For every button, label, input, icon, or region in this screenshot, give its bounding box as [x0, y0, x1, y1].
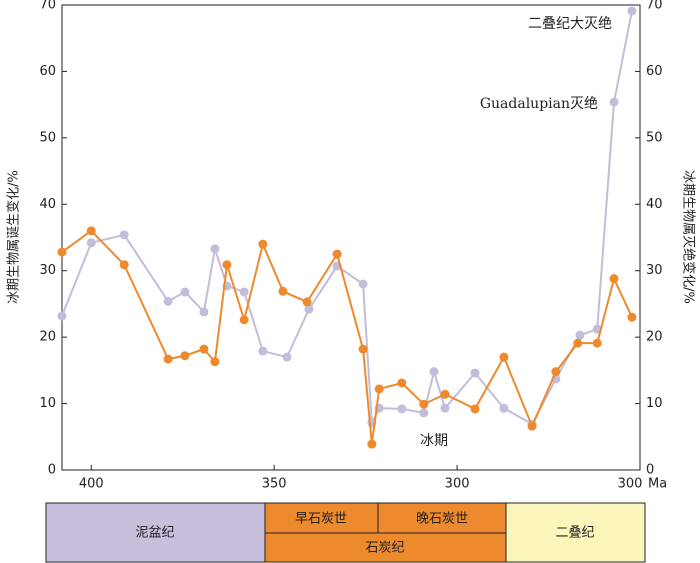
y-tick-label: 60 [39, 64, 56, 79]
x-tick-label: 400 [79, 477, 104, 492]
data-point [627, 312, 637, 322]
data-point [627, 6, 637, 16]
x-unit: Ma [648, 477, 667, 492]
data-point [358, 279, 368, 289]
y2-axis-title: 冰期生物属灭绝变化/% [681, 170, 697, 304]
period-label: 晚石炭世 [416, 512, 468, 527]
timescale [45, 502, 646, 563]
y2-tick-label: 20 [646, 330, 663, 345]
series-line [61, 10, 633, 427]
data-point [163, 354, 173, 364]
y2-tick-label: 10 [646, 396, 663, 411]
data-point [119, 260, 129, 270]
period-box [264, 502, 379, 534]
data-point [180, 351, 190, 361]
data-point [302, 297, 312, 307]
x-tick-label: 300 [445, 477, 470, 492]
y2-tick-label: 50 [646, 130, 663, 145]
data-point [210, 357, 220, 367]
data-point [278, 286, 288, 296]
data-point [222, 260, 232, 270]
data-point [551, 367, 561, 377]
data-point [86, 238, 96, 248]
series-line [61, 229, 633, 445]
data-point [210, 244, 220, 254]
data-point [239, 315, 249, 325]
data-point [573, 338, 583, 348]
data-point [499, 403, 509, 413]
data-point [592, 338, 602, 348]
data-point [397, 404, 407, 414]
annotation: 二叠纪大灭绝 [528, 16, 612, 32]
x-tick-label: 350 [262, 477, 287, 492]
plot-frame [61, 4, 641, 471]
period-box [505, 502, 646, 563]
data-point [86, 226, 96, 236]
y-tick-label: 30 [39, 263, 56, 278]
y2-tick-label: 30 [646, 263, 663, 278]
period-box [45, 502, 266, 563]
data-point [609, 274, 619, 284]
y-tick-label: 20 [39, 330, 56, 345]
data-point [304, 304, 314, 314]
period-label: 泥盆纪 [135, 526, 174, 541]
data-point [440, 403, 450, 413]
data-point [419, 408, 429, 418]
data-point [282, 352, 292, 362]
data-point [258, 346, 268, 356]
data-point [163, 296, 173, 306]
period-label: 二叠纪 [555, 526, 594, 541]
data-point [440, 389, 450, 399]
y2-tick-label: 60 [646, 64, 663, 79]
data-point [470, 404, 480, 414]
data-point [57, 247, 67, 257]
annotation: Guadalupian灭绝 [480, 96, 598, 112]
data-point [199, 307, 209, 317]
y-tick-label: 40 [39, 197, 56, 212]
y-tick-label: 50 [39, 130, 56, 145]
data-point [119, 230, 129, 240]
data-point [180, 287, 190, 297]
x-tick-label: 300 [618, 477, 643, 492]
data-point [397, 378, 407, 388]
data-point [499, 352, 509, 362]
period-box [377, 502, 507, 534]
data-point [429, 367, 439, 377]
period-label: 早石炭世 [295, 512, 347, 527]
data-point [367, 439, 377, 449]
annotation: 冰期 [420, 433, 448, 449]
data-point [419, 399, 429, 409]
data-point [258, 239, 268, 249]
data-point [470, 368, 480, 378]
data-point [239, 287, 249, 297]
y2-tick-label: 0 [646, 463, 654, 478]
y-axis-title: 冰期生物属诞生变化/% [6, 170, 22, 304]
y-tick-label: 70 [39, 0, 56, 13]
y-tick-label: 10 [39, 396, 56, 411]
y2-tick-label: 70 [646, 0, 663, 13]
data-point [609, 97, 619, 107]
y-tick-label: 0 [48, 463, 56, 478]
data-point [57, 311, 67, 321]
data-point [358, 344, 368, 354]
data-point [199, 344, 209, 354]
period-label: 石炭纪 [365, 541, 404, 556]
data-point [332, 249, 342, 259]
data-point [527, 421, 537, 431]
data-point [575, 330, 585, 340]
y2-tick-label: 40 [646, 197, 663, 212]
data-point [374, 384, 384, 394]
